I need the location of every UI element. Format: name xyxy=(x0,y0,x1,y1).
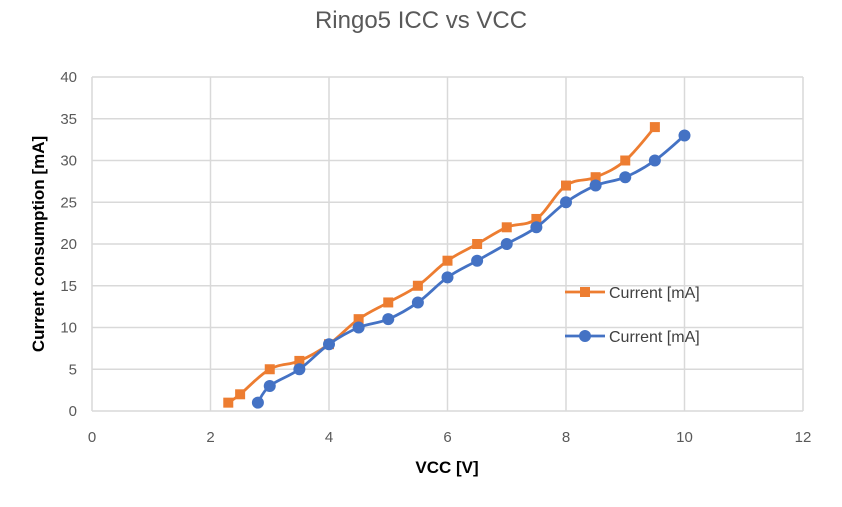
data-point xyxy=(353,314,364,325)
x-tick-label: 4 xyxy=(325,429,333,446)
data-point xyxy=(501,222,512,233)
y-axis-ticks: 0 5 10 15 20 25 30 35 40 xyxy=(60,69,77,420)
data-point xyxy=(472,239,483,249)
y-tick-label: 40 xyxy=(60,69,77,86)
data-point xyxy=(264,364,275,375)
data-point xyxy=(411,296,424,309)
legend-marker xyxy=(579,330,591,342)
x-axis-ticks: 0 2 4 6 8 10 12 xyxy=(88,429,812,446)
legend-item: Current [mA] xyxy=(565,329,700,346)
data-point xyxy=(235,389,246,400)
x-tick-label: 6 xyxy=(443,429,451,446)
legend-item: Current [mA] xyxy=(565,285,700,302)
y-tick-label: 0 xyxy=(69,403,77,420)
series-2 xyxy=(251,129,691,409)
legend-marker xyxy=(580,287,590,297)
data-point xyxy=(383,297,394,308)
x-tick-label: 10 xyxy=(676,429,693,446)
x-axis-label: VCC [V] xyxy=(415,458,478,477)
y-tick-label: 20 xyxy=(60,236,77,253)
data-point xyxy=(648,154,661,167)
data-point xyxy=(530,221,543,234)
y-tick-label: 25 xyxy=(60,194,77,211)
y-tick-label: 35 xyxy=(60,111,77,128)
series-line xyxy=(227,126,656,404)
data-point xyxy=(294,355,305,366)
x-tick-label: 2 xyxy=(206,429,214,446)
data-point xyxy=(412,280,423,291)
y-tick-label: 5 xyxy=(69,361,77,378)
legend: Current [mA] Current [mA] xyxy=(565,285,700,346)
y-tick-label: 10 xyxy=(60,320,77,337)
x-tick-label: 12 xyxy=(795,429,812,446)
data-point xyxy=(619,171,632,184)
legend-label: Current [mA] xyxy=(609,329,700,346)
legend-label: Current [mA] xyxy=(609,285,700,302)
data-point xyxy=(590,172,601,183)
x-tick-label: 0 xyxy=(88,429,96,446)
data-point xyxy=(500,238,513,250)
data-point xyxy=(589,179,602,192)
gridlines xyxy=(91,76,804,412)
chart-title: Ringo5 ICC vs VCC xyxy=(315,7,527,34)
data-point xyxy=(442,255,453,266)
data-point xyxy=(323,338,335,351)
data-point xyxy=(251,396,264,409)
data-point xyxy=(531,213,542,224)
series-group xyxy=(223,122,691,409)
data-point xyxy=(352,321,365,334)
data-point xyxy=(620,155,631,166)
series-1 xyxy=(223,122,660,408)
data-point xyxy=(263,379,276,392)
data-point xyxy=(441,271,454,284)
data-point xyxy=(382,313,395,326)
data-point xyxy=(223,397,234,408)
y-tick-label: 30 xyxy=(60,153,77,170)
data-point xyxy=(560,196,572,209)
data-point xyxy=(561,180,571,191)
data-point xyxy=(649,122,660,133)
data-point xyxy=(293,363,306,376)
series-line xyxy=(256,134,686,404)
data-point xyxy=(471,254,484,267)
y-tick-label: 15 xyxy=(60,278,77,295)
y-axis-label: Current consumption [mA] xyxy=(29,136,48,352)
x-tick-label: 8 xyxy=(562,429,570,446)
data-point xyxy=(678,129,691,142)
